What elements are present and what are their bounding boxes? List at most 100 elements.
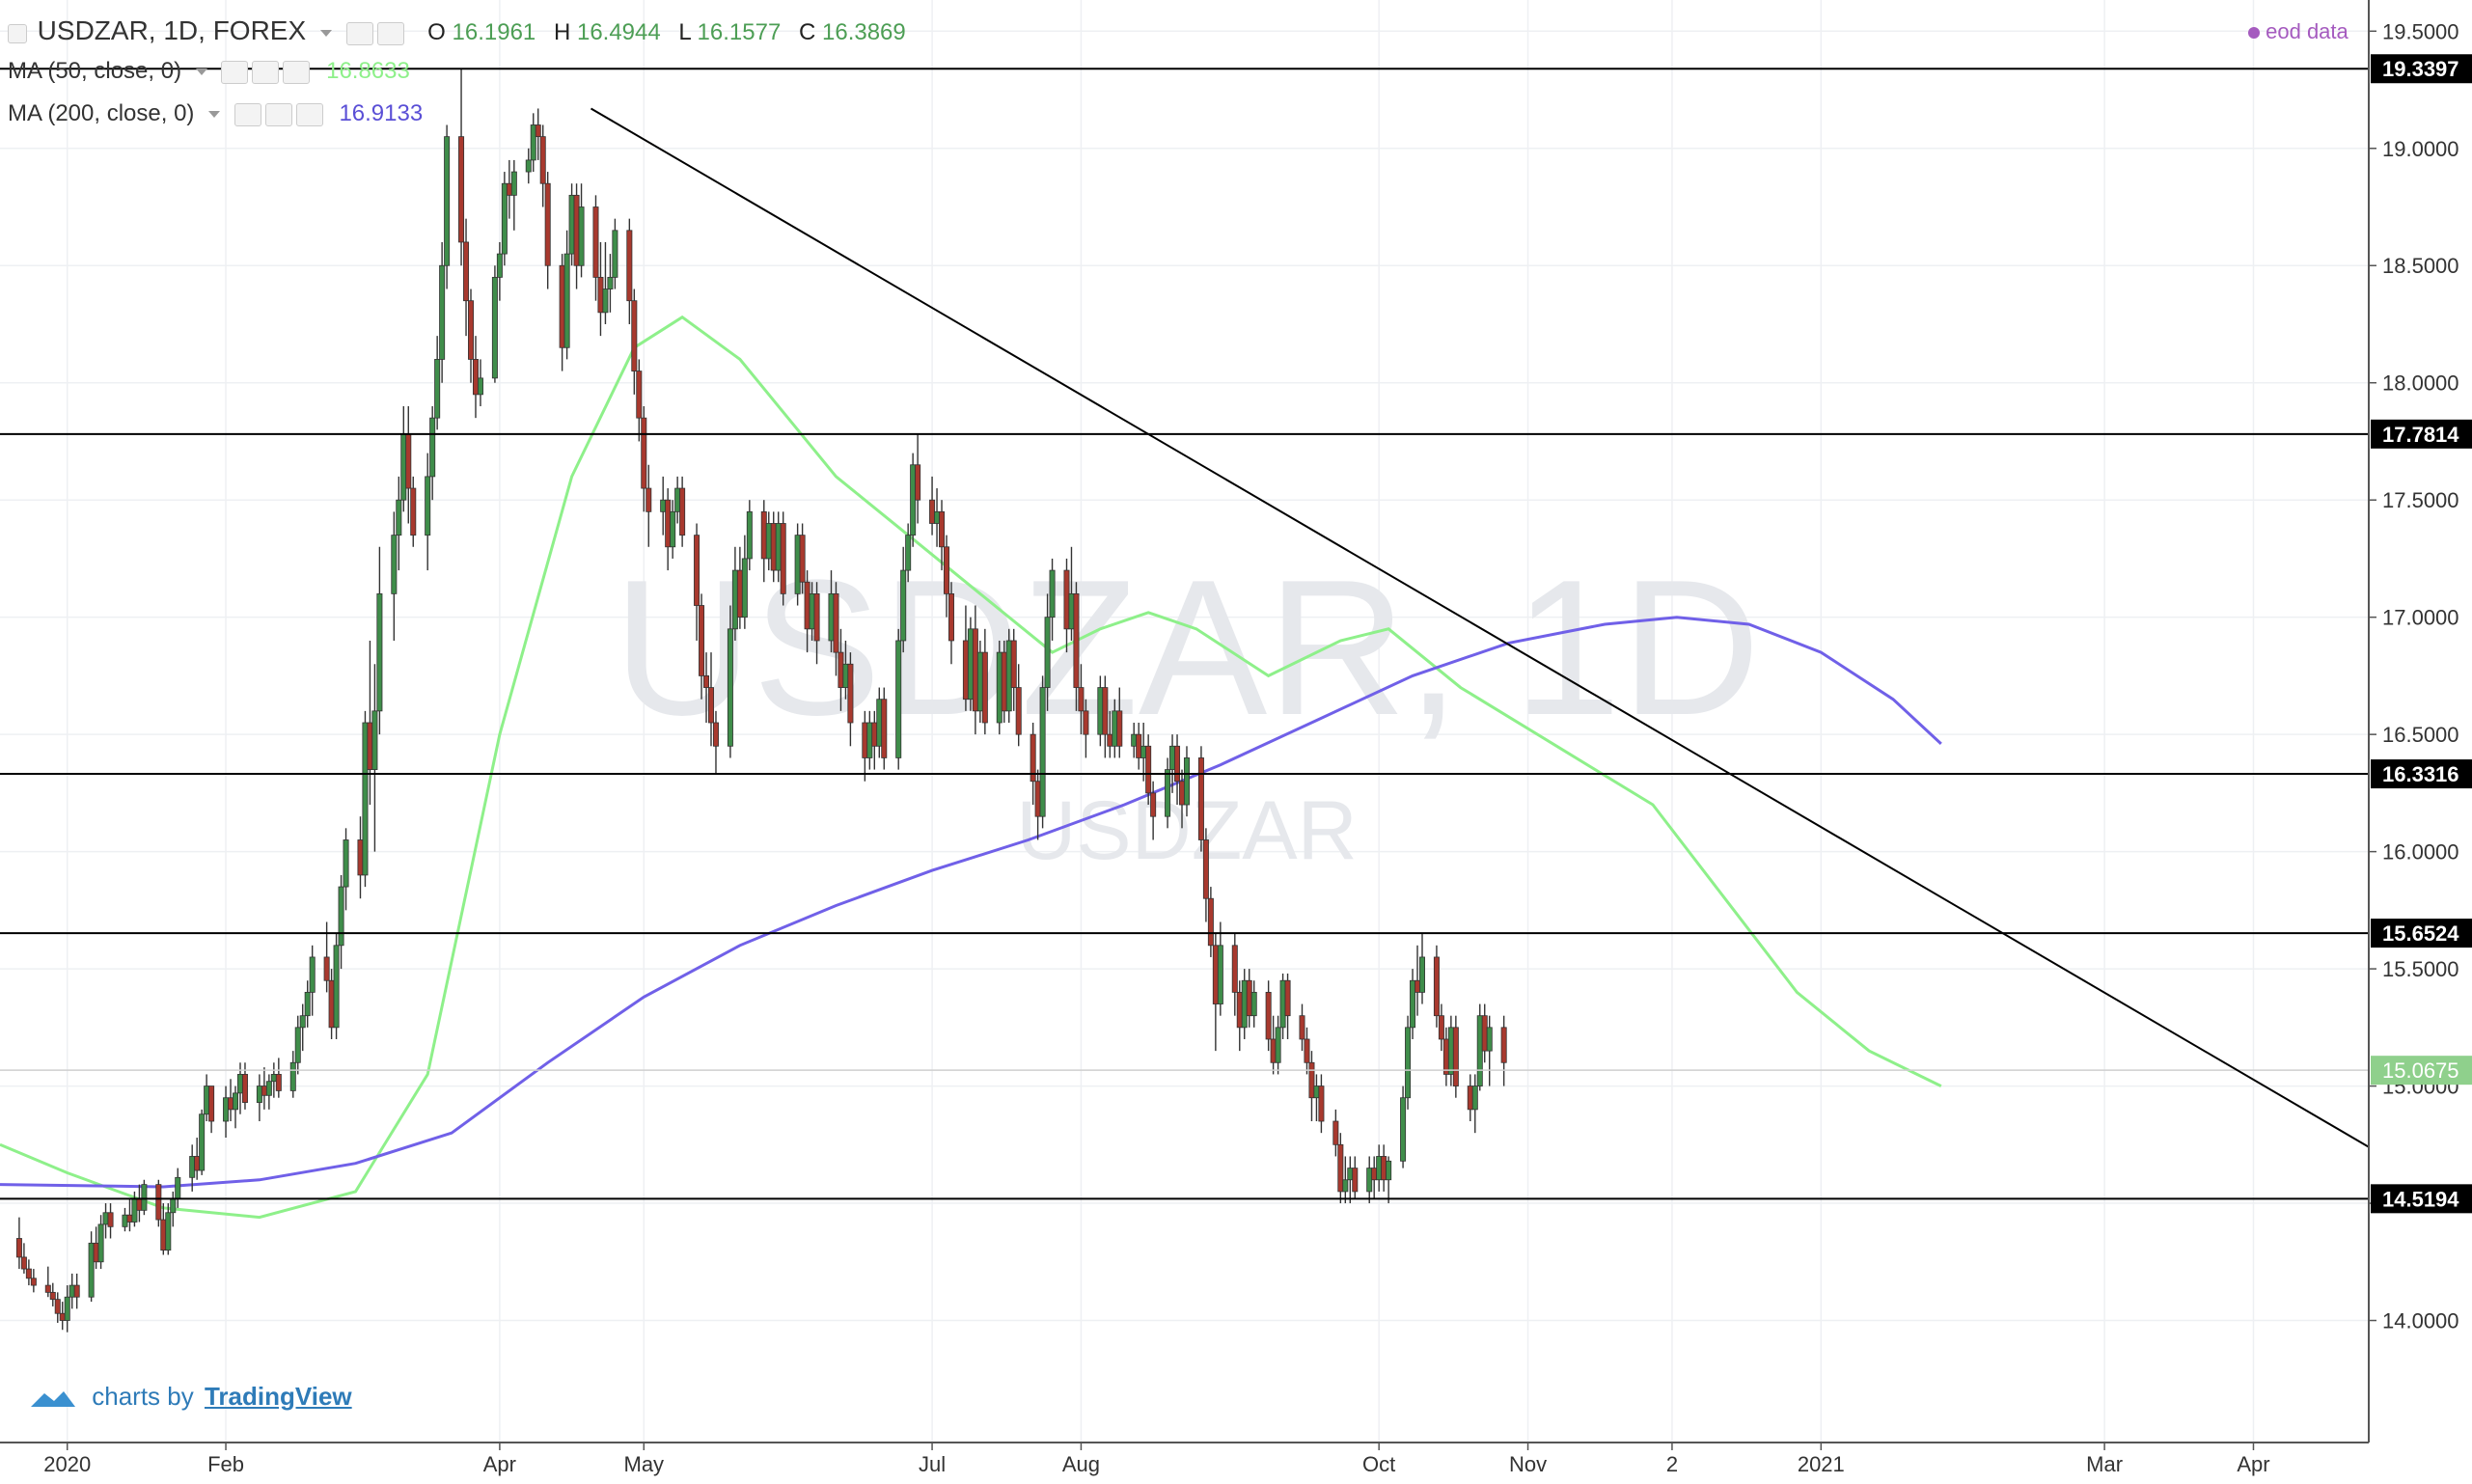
candle-body	[1112, 710, 1118, 747]
level-price-tag	[2371, 419, 2472, 449]
gear-icon[interactable]	[264, 102, 292, 126]
candle-body	[1476, 1015, 1483, 1086]
collapse-icon[interactable]	[8, 23, 27, 43]
candle-body	[765, 523, 772, 560]
time-axis-background	[0, 1443, 2472, 1484]
candle-body	[1044, 617, 1051, 688]
candle-body	[396, 499, 402, 536]
gear-icon[interactable]	[376, 21, 404, 45]
candle-body	[261, 1086, 267, 1096]
candle-body	[410, 487, 417, 536]
level-price-tag	[2371, 759, 2472, 789]
branding-name[interactable]: TradingView	[204, 1382, 352, 1411]
candle-body	[376, 592, 383, 712]
candle-body	[338, 886, 344, 947]
candle-body	[1304, 1038, 1310, 1063]
price-tick-label: 18.5000	[2382, 254, 2459, 278]
candle-body	[501, 182, 508, 255]
candle-body	[660, 499, 667, 512]
close-value: 16.3869	[822, 19, 906, 45]
candle-body	[155, 1184, 162, 1221]
candle-body	[1174, 745, 1181, 783]
candle-body	[1386, 1160, 1392, 1181]
candle-body	[405, 433, 412, 489]
candle-body	[727, 628, 733, 747]
last-price-label: 15.0675	[2382, 1058, 2459, 1083]
candle-body	[1342, 1179, 1349, 1193]
time-tick-label: Nov	[1509, 1452, 1547, 1476]
close-icon[interactable]	[283, 60, 311, 84]
candle-body	[674, 487, 681, 512]
price-tick-label: 17.0000	[2382, 606, 2459, 630]
candle-body	[1097, 687, 1104, 735]
candle-body	[1107, 733, 1113, 747]
gear-icon[interactable]	[252, 60, 280, 84]
price-tick-label: 19.5000	[2382, 19, 2459, 43]
candle-body	[1202, 839, 1209, 899]
candle-body	[1452, 1027, 1459, 1086]
level-price-label: 19.3397	[2382, 57, 2459, 81]
candle-body	[1207, 897, 1214, 947]
candle-body	[1438, 1015, 1444, 1040]
level-price-label: 16.3316	[2382, 762, 2459, 786]
candle-body	[126, 1214, 133, 1223]
candle-body	[1279, 979, 1286, 1029]
symbol-header: USDZAR, 1D, FOREX O 16.1961 H 16.4944 L …	[8, 15, 906, 46]
candle-body	[641, 417, 647, 489]
eye-icon[interactable]	[221, 60, 249, 84]
candle-body	[391, 535, 398, 594]
candle-body	[59, 1312, 66, 1321]
chevron-down-icon[interactable]	[319, 30, 332, 38]
tradingview-branding[interactable]: charts by TradingView	[29, 1382, 352, 1412]
symbol-title: USDZAR, 1D, FOREX	[37, 15, 307, 45]
eye-icon[interactable]	[345, 21, 373, 45]
candle-body	[876, 699, 883, 747]
candle-body	[1318, 1086, 1325, 1122]
candle-body	[1486, 1027, 1493, 1052]
eye-icon[interactable]	[233, 102, 261, 126]
candle-body	[862, 722, 868, 758]
candle-body	[194, 1156, 201, 1171]
candle-body	[838, 651, 844, 688]
candle-body	[535, 124, 541, 138]
candle-body	[1376, 1156, 1383, 1181]
candle-body	[670, 510, 676, 548]
candle-body	[223, 1097, 230, 1122]
candle-body	[1447, 1027, 1454, 1075]
candle-body	[1236, 991, 1243, 1029]
candle-body	[976, 651, 983, 712]
candle-body	[1231, 945, 1238, 993]
time-tick-label: Oct	[1362, 1452, 1395, 1476]
candle-body	[54, 1299, 61, 1314]
candle-body	[510, 171, 517, 196]
candle-body	[1165, 769, 1171, 817]
candle-body	[833, 592, 839, 653]
chevron-down-icon[interactable]	[208, 111, 221, 119]
candle-body	[1005, 640, 1012, 712]
candle-body	[463, 241, 470, 302]
candle-body	[1183, 757, 1190, 806]
candle-body	[371, 710, 378, 770]
candle-body	[1313, 1086, 1320, 1099]
candle-body	[1140, 745, 1147, 758]
candle-body	[895, 640, 902, 758]
candle-body	[15, 1238, 22, 1258]
candle-body	[703, 675, 710, 688]
candle-body	[828, 592, 835, 642]
candle-body	[170, 1197, 177, 1214]
low-value: 16.1577	[697, 19, 782, 45]
candle-body	[289, 1061, 296, 1091]
candle-body	[626, 230, 633, 302]
candle-body	[1169, 745, 1176, 770]
high-label: H	[553, 19, 571, 45]
candle-body	[241, 1074, 248, 1103]
candle-body	[73, 1284, 80, 1298]
chevron-down-icon[interactable]	[195, 69, 207, 76]
price-tick-label: 17.5000	[2382, 488, 2459, 512]
candle-body	[1068, 592, 1075, 630]
candle-body	[1217, 945, 1223, 1004]
ma200-legend: MA (200, close, 0) 16.9133	[8, 100, 423, 127]
time-tick-label: Mar	[2086, 1452, 2123, 1476]
close-icon[interactable]	[295, 102, 323, 126]
